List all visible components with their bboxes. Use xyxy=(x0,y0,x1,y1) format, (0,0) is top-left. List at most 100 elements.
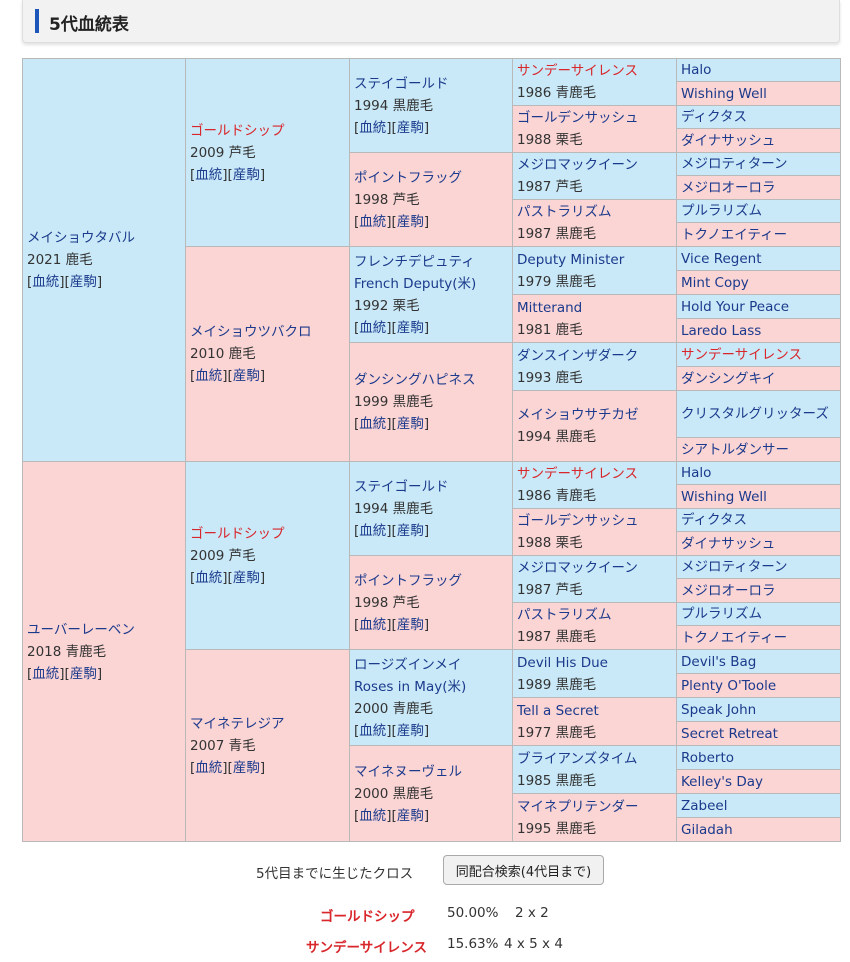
horse-name-link[interactable]: プルラリズム xyxy=(681,606,762,622)
horse-name-link[interactable]: Mint Copy xyxy=(681,274,749,291)
pedigree-link[interactable]: 血統 xyxy=(359,616,387,633)
horse-name-link[interactable]: ポイントフラッグ xyxy=(354,572,462,589)
pedigree-link[interactable]: 血統 xyxy=(195,569,223,586)
offspring-link[interactable]: 産駒 xyxy=(232,569,260,586)
horse-name-link[interactable]: ステイゴールド xyxy=(354,478,449,495)
horse-name-link[interactable]: ステイゴールド xyxy=(354,75,449,92)
horse-name-link[interactable]: ブライアンズタイム xyxy=(517,750,638,767)
horse-name-link[interactable]: ゴールデンサッシュ xyxy=(517,513,639,529)
horse-name-link[interactable]: ユーバーレーベン xyxy=(27,621,135,638)
horse-name-link[interactable]: フレンチデピュティ xyxy=(354,253,475,270)
gen4-cell: ダンスインザダーク 1993 鹿毛 xyxy=(512,342,677,391)
offspring-link[interactable]: 産駒 xyxy=(69,665,97,682)
horse-name-link[interactable]: Tell a Secret xyxy=(517,702,599,719)
horse-name-link[interactable]: ダイナサッシュ xyxy=(681,535,776,552)
horse-name-link[interactable]: Laredo Lass xyxy=(681,322,762,339)
horse-name-link[interactable]: Speak John xyxy=(681,701,757,718)
pedigree-link[interactable]: 血統 xyxy=(359,213,387,230)
offspring-link[interactable]: 産駒 xyxy=(232,759,260,776)
horse-name-link[interactable]: Roberto xyxy=(681,749,735,766)
horse-name-link[interactable]: Secret Retreat xyxy=(681,725,778,742)
horse-name-link[interactable]: パストラリズム xyxy=(517,607,612,623)
same-mating-search-button[interactable]: 同配合検索(4代目まで) xyxy=(443,855,604,885)
horse-name-link[interactable]: トクノエイティー xyxy=(681,226,788,243)
offspring-link[interactable]: 産駒 xyxy=(396,213,424,230)
horse-name-link[interactable]: マイネプリテンダー xyxy=(517,798,639,815)
horse-name-link[interactable]: プルラリズム xyxy=(681,203,762,219)
horse-name-link[interactable]: メジロティターン xyxy=(681,156,788,172)
offspring-link[interactable]: 産駒 xyxy=(396,416,424,432)
horse-name-link[interactable]: Hold Your Peace xyxy=(681,298,790,315)
horse-name-link[interactable]: Vice Regent xyxy=(681,250,762,267)
horse-name-link[interactable]: ポイントフラッグ xyxy=(354,169,462,186)
offspring-link[interactable]: 産駒 xyxy=(396,522,424,539)
horse-name-link[interactable]: メイショウサチカゼ xyxy=(517,407,639,423)
cross-horse-name[interactable]: サンデーサイレンス xyxy=(306,940,427,956)
horse-name-link[interactable]: メジロマックイーン xyxy=(517,560,638,576)
horse-name-link[interactable]: シアトルダンサー xyxy=(681,441,789,458)
offspring-link[interactable]: 産駒 xyxy=(69,274,97,290)
horse-name-link[interactable]: ダンスインザダーク xyxy=(517,347,639,364)
horse-name-link[interactable]: Wishing Well xyxy=(681,488,767,505)
pedigree-link[interactable]: 血統 xyxy=(359,416,387,432)
horse-name-en-link[interactable]: Roses in May(米) xyxy=(354,678,467,695)
horse-name-link[interactable]: ゴールドシップ xyxy=(190,525,285,542)
horse-name-link[interactable]: メジロマックイーン xyxy=(517,157,638,173)
horse-name-link[interactable]: ロージズインメイ xyxy=(354,656,462,673)
offspring-link[interactable]: 産駒 xyxy=(396,319,424,336)
offspring-link[interactable]: 産駒 xyxy=(232,166,260,183)
horse-name-link[interactable]: Halo xyxy=(681,465,712,481)
horse-name-link[interactable]: Mitterand xyxy=(517,299,583,316)
horse-name-link[interactable]: Devil His Due xyxy=(517,654,608,671)
gen5-cell: Wishing Well xyxy=(676,484,841,509)
horse-name-link[interactable]: ダンシングキイ xyxy=(681,370,776,387)
cross-horse-name[interactable]: ゴールドシップ xyxy=(320,909,415,925)
pedigree-link[interactable]: 血統 xyxy=(195,368,223,384)
pedigree-link[interactable]: 血統 xyxy=(32,274,60,290)
horse-name-link[interactable]: パストラリズム xyxy=(517,204,612,220)
horse-name-link[interactable]: メイショウツバクロ xyxy=(190,324,312,340)
horse-name-link[interactable]: Plenty O'Toole xyxy=(681,677,777,694)
pedigree-link[interactable]: 血統 xyxy=(359,522,387,539)
horse-name-link[interactable]: Halo xyxy=(681,62,712,78)
horse-info: 1987 芦毛 xyxy=(517,179,583,195)
horse-name-link[interactable]: ゴールデンサッシュ xyxy=(517,110,639,126)
offspring-link[interactable]: 産駒 xyxy=(396,722,424,739)
pedigree-link[interactable]: 血統 xyxy=(359,807,387,824)
horse-name-link[interactable]: クリスタルグリッターズ xyxy=(681,406,829,422)
horse-name-link[interactable]: ダンシングハピネス xyxy=(354,372,476,388)
offspring-link[interactable]: 産駒 xyxy=(396,807,424,824)
horse-name-link[interactable]: Kelley's Day xyxy=(681,773,763,790)
offspring-link[interactable]: 産駒 xyxy=(396,616,424,633)
horse-name-link[interactable]: メジロオーロラ xyxy=(681,179,776,196)
offspring-link[interactable]: 産駒 xyxy=(396,119,424,136)
pedigree-link[interactable]: 血統 xyxy=(359,722,387,739)
horse-name-link[interactable]: サンデーサイレンス xyxy=(517,63,638,79)
horse-name-link[interactable]: メイショウタバル xyxy=(27,230,135,246)
pedigree-link[interactable]: 血統 xyxy=(195,166,223,183)
horse-name-link[interactable]: マイネテレジア xyxy=(190,715,285,732)
pedigree-link[interactable]: 血統 xyxy=(359,119,387,136)
horse-name-link[interactable]: Zabeel xyxy=(681,797,728,814)
horse-name-link[interactable]: サンデーサイレンス xyxy=(517,466,638,482)
horse-name-link[interactable]: サンデーサイレンス xyxy=(681,346,802,363)
gen4-cell: ゴールデンサッシュ 1988 栗毛 xyxy=(512,508,677,556)
horse-name-link[interactable]: マイネヌーヴェル xyxy=(354,763,462,780)
pedigree-link[interactable]: 血統 xyxy=(195,759,223,776)
horse-name-link[interactable]: メジロオーロラ xyxy=(681,582,776,599)
pedigree-link[interactable]: 血統 xyxy=(32,665,60,682)
horse-name-link[interactable]: トクノエイティー xyxy=(681,629,788,646)
pedigree-link[interactable]: 血統 xyxy=(359,319,387,336)
horse-name-en-link[interactable]: French Deputy(米) xyxy=(354,275,477,292)
horse-name-link[interactable]: ゴールドシップ xyxy=(190,122,285,139)
horse-name-link[interactable]: ディクタス xyxy=(681,512,748,528)
horse-name-link[interactable]: Giladah xyxy=(681,821,733,838)
offspring-link[interactable]: 産駒 xyxy=(232,368,260,384)
horse-name-link[interactable]: ディクタス xyxy=(681,109,748,125)
horse-name-link[interactable]: メジロティターン xyxy=(681,559,788,575)
horse-name-link[interactable]: Deputy Minister xyxy=(517,251,625,268)
horse-name-link[interactable]: Devil's Bag xyxy=(681,653,757,670)
gen5-cell: Halo xyxy=(676,461,841,485)
horse-name-link[interactable]: ダイナサッシュ xyxy=(681,132,776,149)
horse-name-link[interactable]: Wishing Well xyxy=(681,85,767,102)
